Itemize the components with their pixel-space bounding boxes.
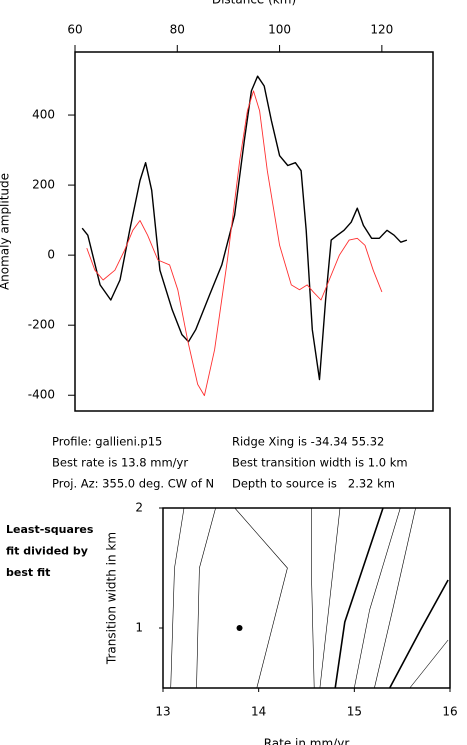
y-tick-label: 2 [135,501,143,515]
info-text: Best rate is 13.8 mm/yr [52,456,188,470]
y-tick-label: 1 [135,621,143,635]
x-tick-label: 100 [268,23,291,37]
y-axis-title: Anomaly amplitude [0,173,12,290]
x-tick-label: 15 [347,705,362,719]
data-line [334,507,384,689]
y-tick-label: 200 [32,178,55,192]
y-tick-label: -200 [28,318,55,332]
data-line [409,639,449,689]
data-line [354,507,401,689]
data-line [81,75,408,381]
y-tick-label: 400 [32,108,55,122]
info-text: Ridge Xing is -34.34 55.32 [232,435,384,449]
info-text: Profile: gallieni.p15 [52,435,162,449]
y-axis-title: Transition width in km [105,532,119,665]
x-tick-label: 120 [370,23,393,37]
info-text: Best transition width is 1.0 km [232,456,408,470]
data-line [196,507,216,689]
data-line [311,508,315,689]
y-tick-label: 0 [47,248,55,262]
data-line [374,507,416,689]
data-line [170,507,185,689]
data-line [234,507,288,689]
data-line [319,507,341,689]
x-tick-label: 16 [442,705,457,719]
x-axis-title: Distance (km) [212,0,296,7]
data-line [86,90,383,397]
best-fit-point [236,625,243,631]
contour-frame [162,507,451,689]
x-tick-label: 80 [170,23,185,37]
info-text: Depth to source is 2.32 km [232,477,395,491]
x-tick-label: 14 [251,705,266,719]
note-text: Least-squares [6,523,94,536]
x-axis-title: Rate in mm/yr [264,737,350,745]
info-text: Proj. Az: 355.0 deg. CW of N [52,477,214,491]
data-line [388,579,449,689]
x-tick-label: 60 [67,23,82,37]
x-tick-label: 13 [155,705,170,719]
note-text: fit divided by [6,545,88,558]
note-text: best fit [6,566,50,579]
y-tick-label: -400 [28,388,55,402]
plot-frame [74,51,434,412]
